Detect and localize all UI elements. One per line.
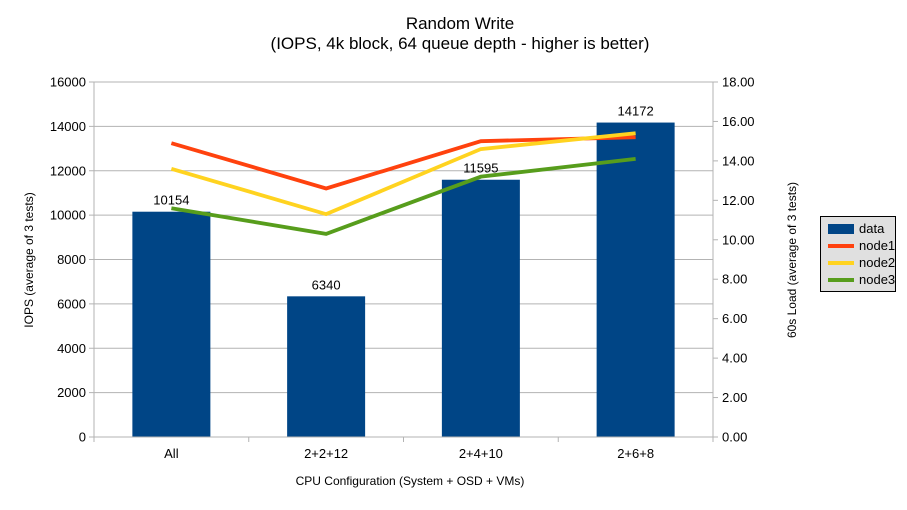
legend-item-node1: node1 <box>828 237 896 253</box>
x-category-label: 2+2+12 <box>304 446 348 461</box>
legend-label: data <box>859 220 885 236</box>
bar-value-label: 14172 <box>618 104 654 119</box>
legend-swatch-data <box>828 223 854 234</box>
chart-subtitle: (IOPS, 4k block, 64 queue depth - higher… <box>270 34 650 53</box>
line-node3 <box>171 157 636 236</box>
legend-item-node2: node2 <box>828 254 896 270</box>
bar-All <box>132 211 211 437</box>
left-axis-tick-label: 8000 <box>57 252 86 267</box>
line-node2 <box>170 131 636 217</box>
legend-label: node1 <box>859 237 896 253</box>
bar-2+4+10 <box>441 179 520 437</box>
left-axis-tick-label: 0 <box>79 430 86 445</box>
left-axis-tick-label: 10000 <box>50 208 86 223</box>
legend-swatch-node1 <box>828 243 854 248</box>
right-axis-tick-label: 6.00 <box>722 311 747 326</box>
bar-value-label: 6340 <box>312 277 341 292</box>
chart-title: Random Write <box>405 14 515 33</box>
left-axis-title: IOPS (average of 3 tests) <box>22 192 36 328</box>
bar-2+6+8 <box>596 122 675 437</box>
right-axis-tick-label: 2.00 <box>722 390 747 405</box>
left-axis-tick-label: 16000 <box>50 75 86 90</box>
left-axis-tick-label: 2000 <box>57 385 86 400</box>
right-axis-tick-label: 10.00 <box>722 232 755 247</box>
title-block: Random Write (IOPS, 4k block, 64 queue d… <box>0 14 907 54</box>
legend-label: node3 <box>859 271 896 287</box>
legend-swatch-node2 <box>828 260 854 265</box>
right-axis-tick-label: 14.00 <box>722 153 755 168</box>
legend-label: node2 <box>859 254 896 270</box>
right-axis-tick-label: 0.00 <box>722 430 747 445</box>
right-axis-tick-label: 8.00 <box>722 272 747 287</box>
left-axis-tick-label: 14000 <box>50 119 86 134</box>
right-axis-tick-label: 12.00 <box>722 193 755 208</box>
x-axis-title: CPU Configuration (System + OSD + VMs) <box>295 474 525 488</box>
bar-value-label: 11595 <box>463 161 498 176</box>
line-node1 <box>170 135 636 191</box>
bar-value-label: 10154 <box>153 193 189 208</box>
legend-item-data: data <box>828 220 893 236</box>
right-axis-tick-label: 18.00 <box>722 75 755 90</box>
legend-item-node3: node3 <box>828 271 896 287</box>
right-axis-tick-label: 4.00 <box>722 351 747 366</box>
bar-2+2+12 <box>287 296 366 437</box>
legend-swatch-node3 <box>828 277 854 282</box>
x-category-label: All <box>164 446 179 461</box>
left-axis-tick-label: 6000 <box>57 296 86 311</box>
left-axis-tick-label: 12000 <box>50 163 86 178</box>
x-category-label: 2+6+8 <box>617 446 654 461</box>
left-axis-tick-label: 4000 <box>57 341 86 356</box>
right-axis-title: 60s Load (average of 3 tests) <box>785 181 799 339</box>
legend: data node1 node2 node3 <box>820 216 896 292</box>
right-axis-tick-label: 16.00 <box>722 114 755 129</box>
x-category-label: 2+4+10 <box>459 446 503 461</box>
